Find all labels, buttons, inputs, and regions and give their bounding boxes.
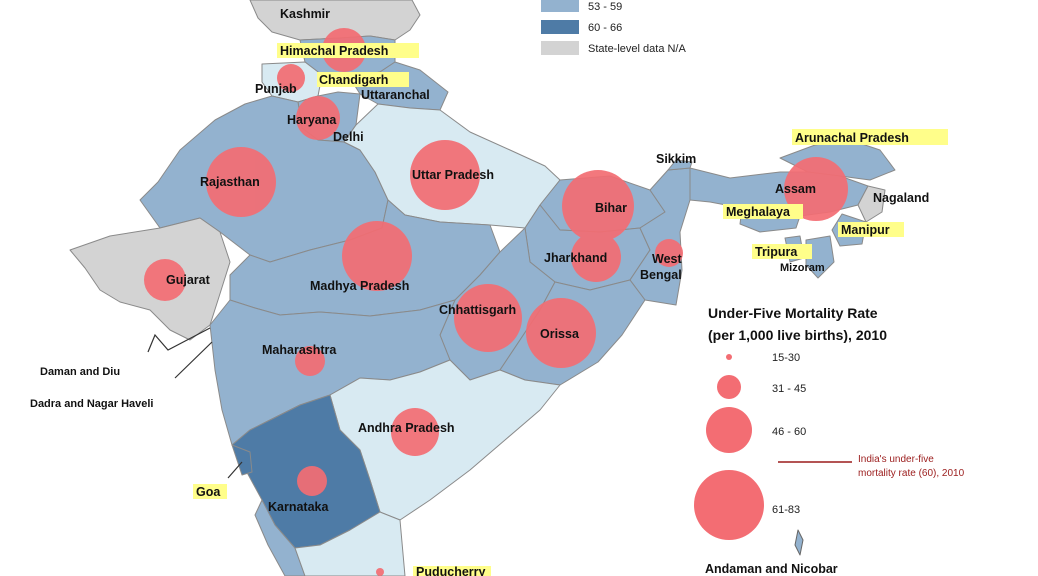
label-arunachal: Arunachal Pradesh <box>795 131 909 145</box>
label-assam: Assam <box>775 182 816 196</box>
label-jharkhand: Jharkhand <box>544 251 607 265</box>
bubble-puducherry <box>376 568 384 576</box>
legend-label-na: State-level data N/A <box>588 43 686 55</box>
bubble-chhattisgarh <box>454 284 522 352</box>
label-manipur: Manipur <box>841 223 890 237</box>
bubble-west-bengal <box>655 239 683 267</box>
bubble-haryana <box>296 96 340 140</box>
state-tamil-nadu <box>294 511 406 576</box>
label-goa: Goa <box>196 485 221 499</box>
label-bg-tripura <box>752 244 812 259</box>
size-legend-label-46-60: 46 - 60 <box>772 426 806 438</box>
size-legend-title-1: Under-Five Mortality Rate <box>708 305 878 321</box>
legend-swatch-60-66 <box>541 20 579 34</box>
size-legend-label-31-45: 31 - 45 <box>772 383 806 395</box>
state-nagaland <box>857 185 886 223</box>
state-sikkim <box>667 159 693 171</box>
label-tripura: Tripura <box>755 245 798 259</box>
label-maharashtra: Maharashtra <box>262 343 337 357</box>
label-nagaland: Nagaland <box>873 191 929 205</box>
size-legend: Under-Five Mortality Rate (per 1,000 liv… <box>694 305 965 540</box>
label-bg-arunachal <box>792 129 948 145</box>
label-bg-chandigarh <box>317 72 409 87</box>
choropleth-legend: 53 - 59 60 - 66 State-level data N/A <box>541 0 686 55</box>
bubble-bihar <box>562 170 634 242</box>
label-delhi: Delhi <box>333 130 364 144</box>
label-bg-meghalaya <box>723 204 803 219</box>
label-uttar-pradesh: Uttar Pradesh <box>412 168 494 182</box>
label-chhattisgarh: Chhattisgarh <box>439 303 516 317</box>
label-west-bengal-2: Bengal <box>640 268 682 282</box>
label-himachal: Himachal Pradesh <box>280 44 388 58</box>
label-uttaranchal: Uttaranchal <box>361 88 430 102</box>
label-bg-himachal <box>277 43 419 58</box>
label-karnataka: Karnataka <box>268 500 329 514</box>
label-mizoram: Mizoram <box>780 262 825 274</box>
label-kashmir: Kashmir <box>280 7 330 21</box>
label-bg-puducherry <box>413 566 491 576</box>
bubble-gujarat <box>144 259 186 301</box>
national-rate-note-2: mortality rate (60), 2010 <box>858 468 965 479</box>
legend-label-53-59: 53 - 59 <box>588 1 622 13</box>
pointer-goa <box>227 461 243 479</box>
legend-swatch-53-59 <box>541 0 579 12</box>
legend-label-60-66: 60 - 66 <box>588 22 622 34</box>
label-meghalaya: Meghalaya <box>726 205 791 219</box>
pointer-dadra <box>174 341 213 379</box>
state-kerala <box>254 499 306 576</box>
label-orissa: Orissa <box>540 327 580 341</box>
label-west-bengal-1: West <box>652 252 682 266</box>
bubble-andhra <box>391 408 439 456</box>
size-legend-bubble-61-83 <box>694 470 764 540</box>
bubble-karnataka <box>297 466 327 496</box>
label-daman-diu: Daman and Diu <box>40 366 120 378</box>
islands-andaman <box>794 529 804 556</box>
label-madhya-pradesh: Madhya Pradesh <box>310 279 409 293</box>
label-andhra: Andhra Pradesh <box>358 421 455 435</box>
bubble-uttar-pradesh <box>410 140 480 210</box>
state-mizoram <box>805 235 835 279</box>
size-legend-bubble-31-45 <box>717 375 741 399</box>
label-chandigarh: Chandigarh <box>319 73 388 87</box>
label-bg-goa <box>193 484 227 499</box>
size-legend-label-61-83: 61-83 <box>772 504 800 516</box>
bubble-madhya-pradesh <box>342 221 412 291</box>
size-legend-bubble-15-30 <box>726 354 732 360</box>
pointer-lines <box>147 327 243 479</box>
bubble-punjab <box>277 64 305 92</box>
size-legend-bubble-46-60 <box>706 407 752 453</box>
pointer-daman <box>147 327 211 353</box>
state-labels: Kashmir Himachal Pradesh Punjab Chandiga… <box>30 7 948 576</box>
label-gujarat: Gujarat <box>166 273 211 287</box>
bubble-orissa <box>526 298 596 368</box>
label-bg-manipur <box>838 222 904 237</box>
label-puducherry: Puducherry <box>416 565 486 576</box>
label-dadra: Dadra and Nagar Haveli <box>30 398 154 410</box>
label-punjab: Punjab <box>255 82 297 96</box>
bubble-maharashtra <box>295 346 325 376</box>
label-rajasthan: Rajasthan <box>200 175 260 189</box>
size-legend-title-2: (per 1,000 live births), 2010 <box>708 327 887 343</box>
mortality-bubbles <box>144 28 848 576</box>
label-haryana: Haryana <box>287 113 337 127</box>
label-sikkim: Sikkim <box>656 152 696 166</box>
national-rate-note-1: India's under-five <box>858 454 934 465</box>
label-bihar: Bihar <box>595 201 627 215</box>
legend-swatch-na <box>541 41 579 55</box>
size-legend-label-15-30: 15-30 <box>772 352 800 364</box>
bubble-rajasthan <box>206 147 276 217</box>
bubble-jharkhand <box>571 232 621 282</box>
label-andaman: Andaman and Nicobar <box>705 562 838 576</box>
